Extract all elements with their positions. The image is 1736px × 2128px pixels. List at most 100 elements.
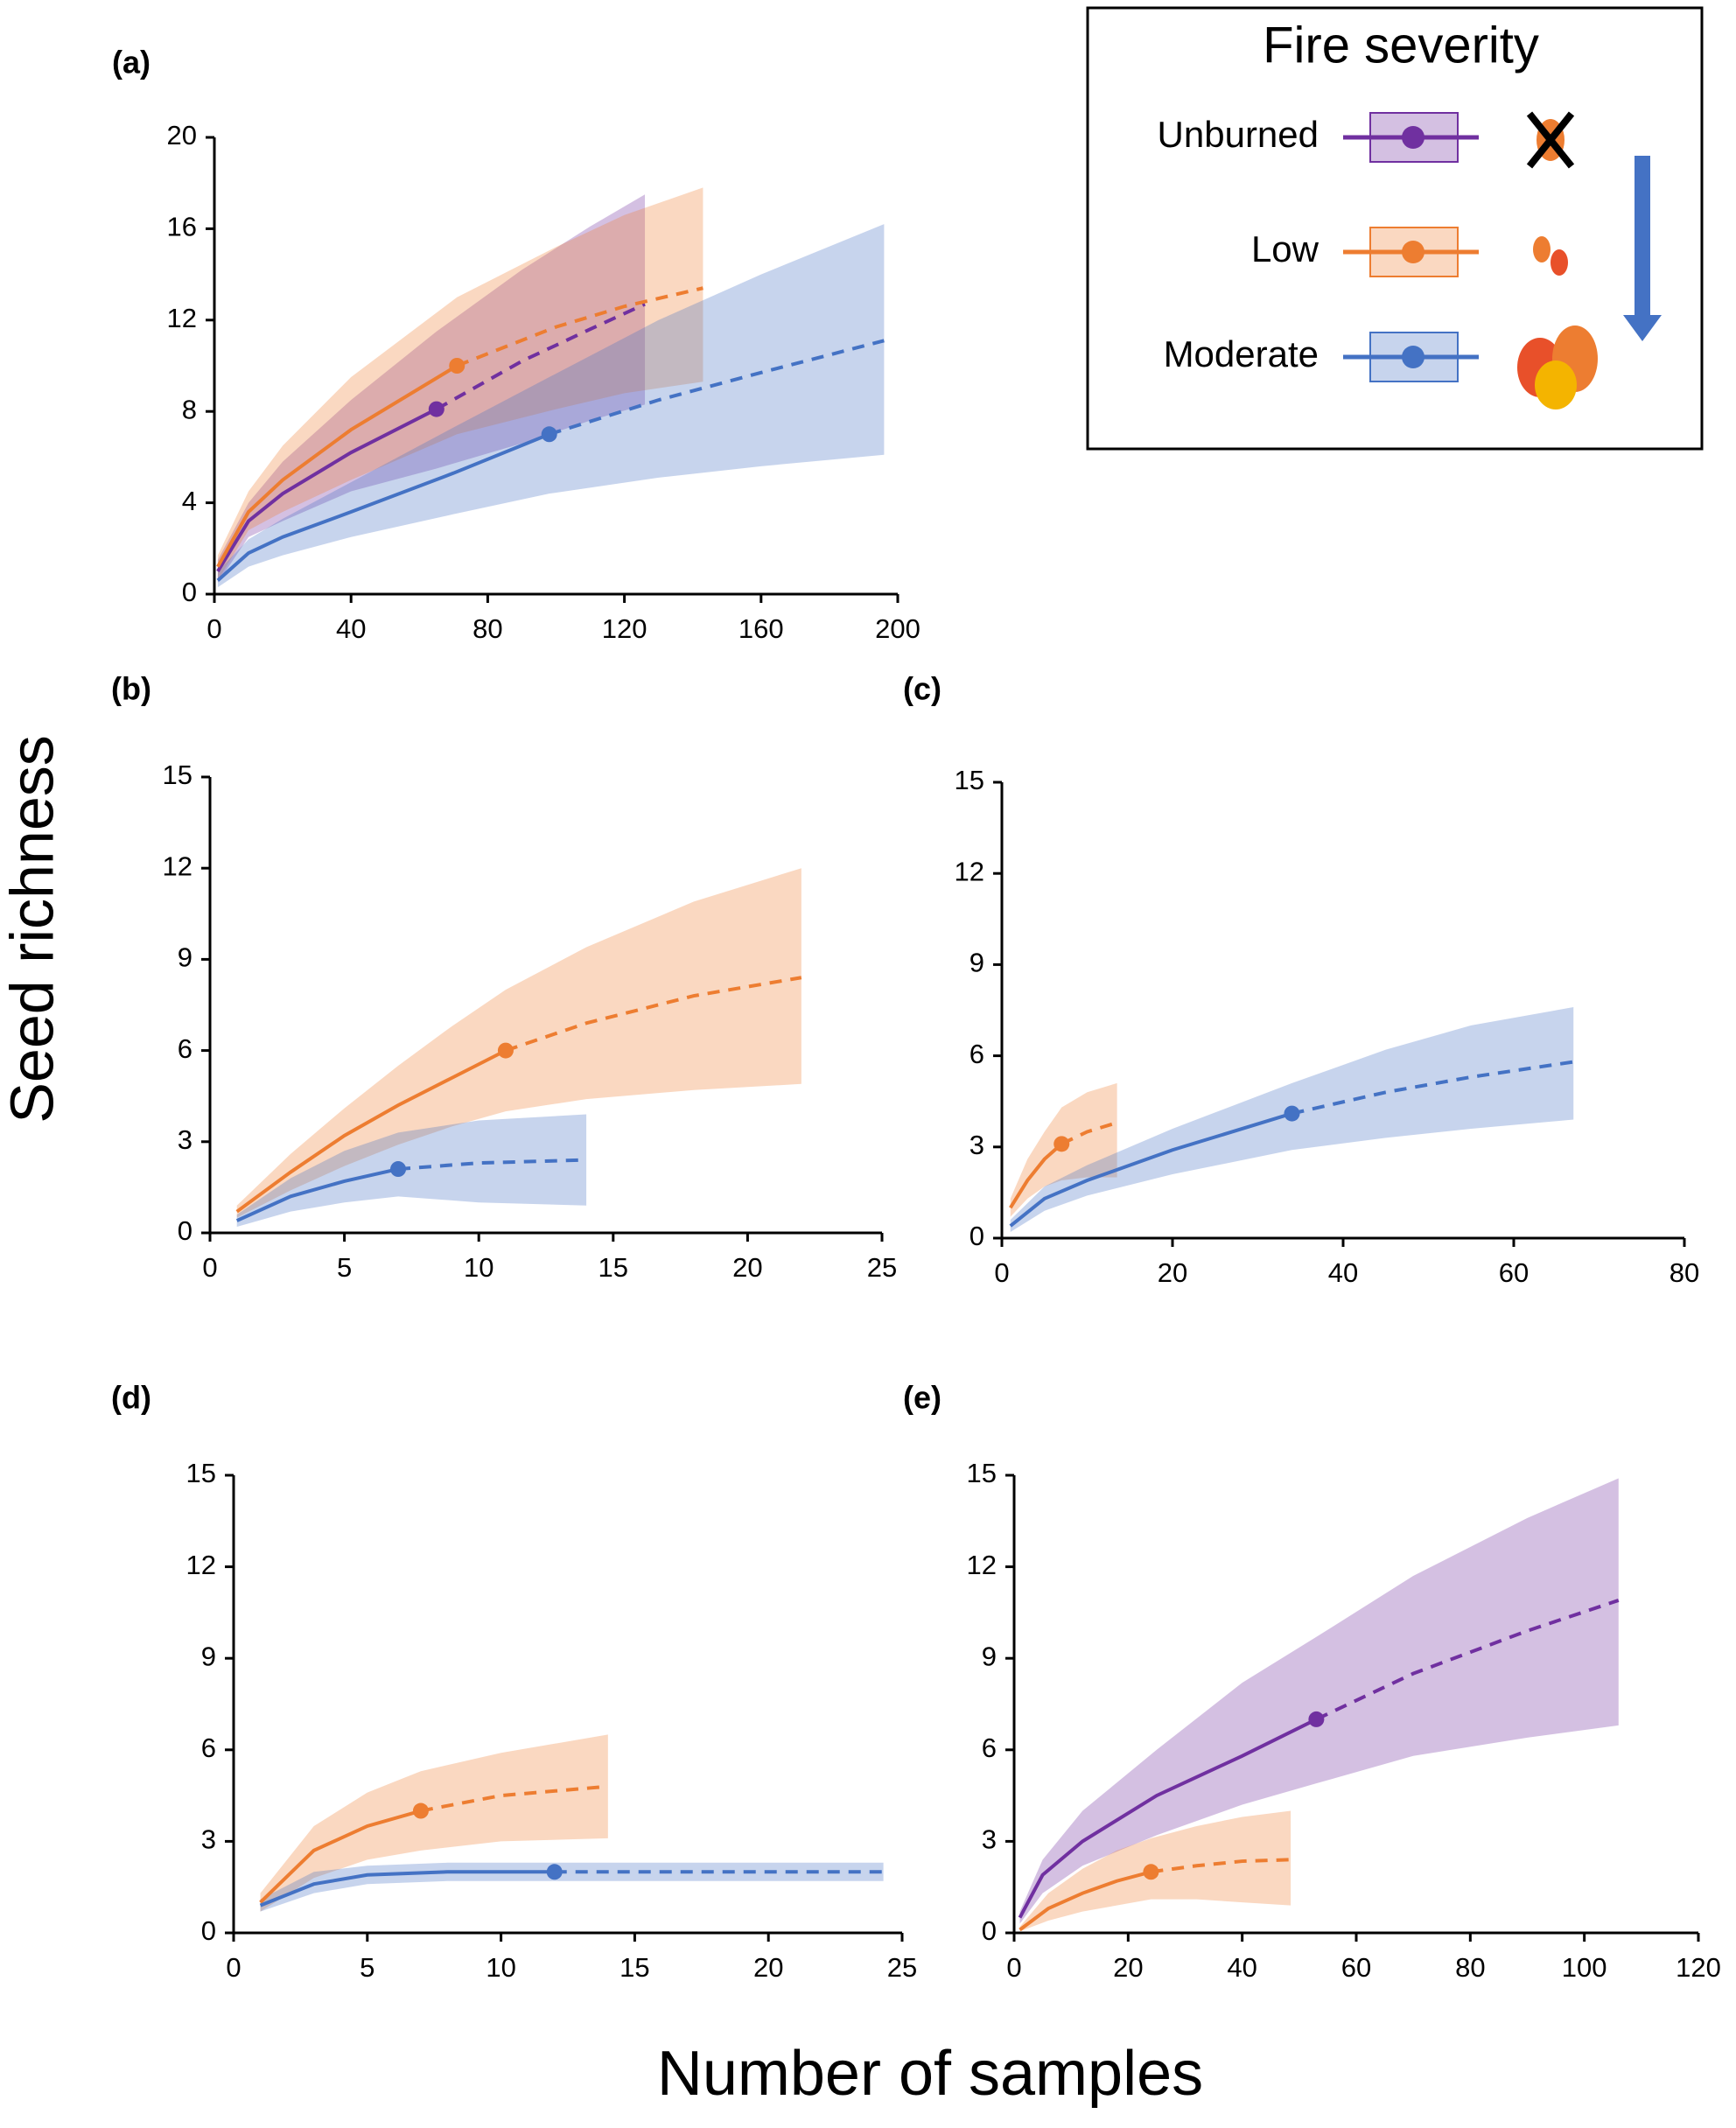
x-tick-label: 100 [1562, 1952, 1607, 1983]
y-tick-label: 0 [201, 1915, 216, 1946]
observed-point [449, 358, 466, 374]
legend-marker [1402, 241, 1424, 263]
observed-point [546, 1864, 563, 1880]
x-tick-label: 0 [994, 1257, 1009, 1288]
y-tick-label: 9 [982, 1641, 997, 1671]
y-tick-label: 16 [167, 212, 197, 242]
y-tick-label: 15 [967, 1458, 997, 1488]
interpolated-line [1018, 1718, 1318, 1919]
x-tick-label: 200 [875, 613, 920, 644]
interpolated-line [1009, 1111, 1293, 1228]
interpolated-line [216, 407, 438, 572]
y-tick-label: 3 [178, 1124, 192, 1155]
extrapolated-line [397, 1158, 587, 1172]
confidence-band [236, 1114, 587, 1228]
observed-point [390, 1161, 407, 1178]
confidence-band [260, 1862, 884, 1912]
confidence-band [217, 224, 885, 588]
x-axis-label: Number of samples [657, 2039, 1203, 2109]
y-axis-label: Seed richness [0, 735, 66, 1124]
legend-label: Unburned [1158, 114, 1319, 155]
y-tick-label: 12 [163, 850, 192, 881]
fire-icon [1533, 236, 1550, 262]
panel-label: (b) [111, 671, 151, 707]
x-tick-label: 80 [472, 613, 502, 644]
legend-title: Fire severity [1263, 17, 1539, 74]
x-tick-label: 20 [753, 1952, 783, 1983]
x-tick-label: 60 [1499, 1257, 1529, 1288]
y-tick-label: 15 [955, 765, 984, 795]
extrapolated-line [456, 286, 704, 368]
x-tick-label: 15 [598, 1252, 628, 1283]
x-tick-label: 20 [1113, 1952, 1143, 1983]
x-tick-label: 10 [464, 1252, 494, 1283]
severity-arrow-head [1623, 315, 1662, 341]
extrapolated-line [420, 1784, 609, 1813]
interpolated-line [1018, 1870, 1152, 1932]
x-tick-label: 40 [1227, 1952, 1256, 1983]
x-tick-label: 0 [1006, 1952, 1021, 1983]
observed-point [1054, 1136, 1070, 1152]
y-tick-label: 12 [186, 1550, 216, 1580]
y-tick-label: 9 [970, 948, 984, 978]
y-tick-label: 0 [970, 1221, 984, 1251]
extrapolated-line [1292, 1060, 1574, 1116]
x-tick-label: 60 [1341, 1952, 1371, 1983]
x-tick-label: 40 [1328, 1257, 1358, 1288]
interpolated-line [259, 1870, 555, 1908]
fire-icon [1535, 360, 1577, 410]
interpolated-line [1009, 1142, 1063, 1209]
y-tick-label: 20 [167, 120, 197, 150]
y-tick-label: 6 [982, 1732, 997, 1763]
legend-marker [1402, 126, 1424, 149]
x-tick-label: 10 [486, 1952, 515, 1983]
y-tick-label: 9 [201, 1641, 216, 1671]
x-tick-label: 160 [738, 613, 784, 644]
observed-point [428, 401, 444, 417]
y-tick-label: 4 [182, 486, 197, 516]
x-tick-label: 25 [887, 1952, 917, 1983]
legend-marker [1402, 346, 1424, 368]
extrapolated-line [1315, 1599, 1620, 1721]
cross-icon [1526, 111, 1575, 169]
y-tick-label: 3 [201, 1824, 216, 1855]
observed-point [412, 1802, 429, 1819]
x-tick-label: 25 [867, 1252, 897, 1283]
panel-label: (d) [111, 1380, 151, 1416]
interpolated-line [259, 1809, 422, 1904]
x-tick-label: 20 [1158, 1257, 1187, 1288]
x-tick-label: 20 [732, 1252, 762, 1283]
legend-label: Moderate [1164, 333, 1319, 374]
interpolated-line [216, 364, 458, 568]
y-tick-label: 12 [167, 303, 197, 333]
y-tick-label: 15 [186, 1458, 216, 1488]
y-tick-label: 3 [970, 1130, 984, 1160]
panel-label: (c) [903, 671, 942, 707]
panel-label: (a) [112, 45, 150, 80]
y-tick-label: 0 [182, 577, 197, 607]
extrapolated-line [435, 302, 646, 411]
x-tick-label: 40 [336, 613, 366, 644]
x-tick-label: 5 [360, 1952, 374, 1983]
legend-label: Low [1251, 228, 1320, 270]
x-tick-label: 80 [1455, 1952, 1485, 1983]
y-tick-label: 6 [178, 1033, 192, 1064]
y-tick-label: 0 [178, 1215, 192, 1246]
x-tick-label: 80 [1670, 1257, 1699, 1288]
y-tick-label: 15 [163, 760, 192, 790]
observed-point [497, 1042, 514, 1059]
x-tick-label: 0 [202, 1252, 217, 1283]
panel-label: (e) [903, 1380, 942, 1416]
interpolated-line [235, 1167, 399, 1222]
extrapolated-line [549, 339, 885, 437]
y-tick-label: 12 [967, 1550, 997, 1580]
confidence-band [236, 868, 802, 1218]
fire-icon [1550, 249, 1568, 276]
x-tick-label: 0 [226, 1952, 241, 1983]
y-tick-label: 0 [982, 1915, 997, 1946]
extrapolated-line [1060, 1121, 1118, 1146]
y-tick-label: 3 [982, 1824, 997, 1855]
x-tick-label: 15 [620, 1952, 649, 1983]
